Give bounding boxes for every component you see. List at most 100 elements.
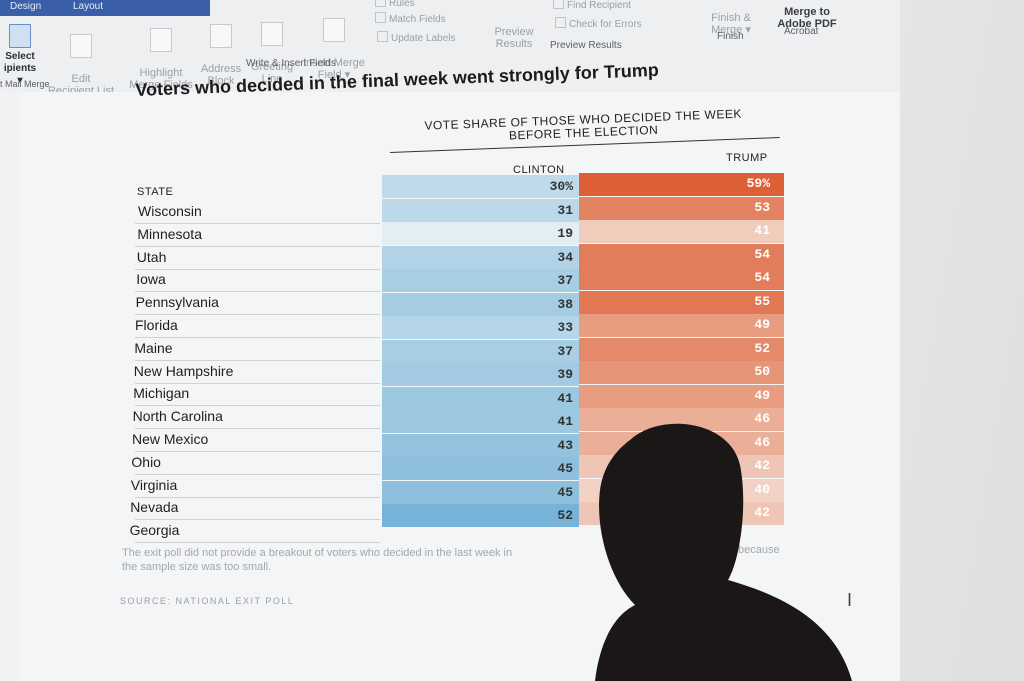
state-label: Florida bbox=[135, 317, 178, 333]
select-recipients-button[interactable]: Select ipients ▾ bbox=[0, 24, 40, 87]
check-for-errors-label: Check for Errors bbox=[569, 19, 642, 30]
match-fields-button[interactable]: Match Fields bbox=[375, 12, 446, 25]
row-divider bbox=[135, 519, 380, 521]
merge-to-adobe-pdf-button[interactable]: Merge to Adobe PDF bbox=[770, 0, 844, 30]
row-divider bbox=[135, 405, 380, 407]
trump-cell: 55 bbox=[579, 290, 784, 314]
update-labels-icon bbox=[377, 31, 388, 42]
find-recipient-icon bbox=[553, 0, 564, 9]
finish-merge-button[interactable]: Finish & Merge ▾ bbox=[702, 0, 760, 36]
state-label: Wisconsin bbox=[138, 203, 202, 219]
trump-value: 50 bbox=[754, 364, 770, 379]
trump-cell: 49 bbox=[579, 314, 784, 337]
state-label: Iowa bbox=[136, 271, 166, 288]
insert-merge-field-icon bbox=[323, 18, 345, 42]
row-divider bbox=[135, 268, 380, 270]
state-label: North Carolina bbox=[132, 408, 223, 425]
greeting-line-icon bbox=[261, 22, 283, 46]
clinton-value: 19 bbox=[557, 226, 573, 241]
rules-icon bbox=[375, 0, 386, 7]
trump-cell: 50 bbox=[579, 361, 784, 384]
highlight-merge-fields-button[interactable]: Highlight Merge Fields bbox=[128, 16, 194, 91]
trump-value: 54 bbox=[754, 270, 770, 285]
row-divider bbox=[135, 451, 380, 452]
ribbon-tab-bar: Design Layout bbox=[0, 0, 210, 16]
footnote: The exit poll did not provide a breakout… bbox=[122, 546, 802, 574]
clinton-cell: 38 bbox=[382, 292, 579, 316]
source-line: SOURCE: NATIONAL EXIT POLL bbox=[120, 596, 295, 606]
tab-design[interactable]: Design bbox=[10, 1, 42, 12]
trump-cell: 54 bbox=[579, 267, 784, 290]
state-label: Maine bbox=[134, 339, 173, 356]
mailings-ribbon: Design Layout Select ipients ▾ Edit Reci… bbox=[0, 0, 900, 97]
trump-cell: 59% bbox=[579, 173, 784, 196]
select-recipients-label: Select bbox=[5, 51, 35, 62]
trump-value: 46 bbox=[754, 434, 770, 450]
check-for-errors-button[interactable]: Check for Errors bbox=[555, 17, 642, 30]
trump-value: 55 bbox=[754, 293, 770, 309]
find-recipient-label: Find Recipient bbox=[567, 0, 631, 11]
clinton-cell: 37 bbox=[382, 339, 579, 363]
clinton-value: 30% bbox=[549, 179, 573, 194]
trump-value: 52 bbox=[754, 340, 770, 356]
update-labels-label: Update Labels bbox=[391, 33, 456, 44]
state-label: Ohio bbox=[131, 453, 161, 470]
address-block-icon bbox=[210, 24, 232, 48]
rules-button[interactable]: Rules bbox=[375, 0, 415, 9]
rules-label: Rules bbox=[389, 0, 415, 9]
clinton-cell: 39 bbox=[382, 363, 579, 386]
clinton-value: 34 bbox=[557, 249, 573, 265]
address-block-label: Address Block bbox=[200, 63, 242, 87]
clinton-cell: 19 bbox=[382, 222, 579, 245]
trump-value: 46 bbox=[754, 411, 770, 426]
trump-cell: 41 bbox=[579, 220, 784, 243]
row-divider bbox=[135, 337, 380, 338]
greeting-line-label: Greeting Line bbox=[250, 61, 294, 85]
clinton-value: 45 bbox=[557, 484, 573, 500]
insert-merge-field-label: Insert Merge Field ▾ bbox=[303, 57, 365, 81]
state-label: Virginia bbox=[130, 476, 178, 493]
clinton-value: 37 bbox=[557, 343, 573, 359]
find-recipient-button[interactable]: Find Recipient bbox=[553, 0, 631, 11]
preview-results-label: Preview Results bbox=[494, 26, 534, 50]
state-label: New Mexico bbox=[132, 431, 209, 447]
address-block-button[interactable]: Address Block bbox=[198, 12, 244, 87]
state-label: Minnesota bbox=[137, 225, 202, 242]
insert-merge-field-button[interactable]: Insert Merge Field ▾ bbox=[298, 6, 370, 81]
row-divider bbox=[135, 291, 380, 293]
finish-merge-label: Finish & Merge ▾ bbox=[711, 12, 751, 36]
row-divider bbox=[135, 496, 380, 498]
row-divider bbox=[135, 359, 380, 361]
trump-value: 40 bbox=[754, 481, 770, 497]
footnote-line-1: The exit poll did not provide a breakout… bbox=[122, 547, 513, 559]
clinton-cell: 45 bbox=[382, 480, 579, 504]
update-labels-button[interactable]: Update Labels bbox=[377, 31, 456, 44]
state-column-header: STATE bbox=[137, 186, 174, 198]
match-fields-label: Match Fields bbox=[389, 14, 446, 25]
preview-results-button[interactable]: Preview Results bbox=[488, 14, 540, 50]
clinton-value: 31 bbox=[557, 202, 573, 218]
clinton-cell: 52 bbox=[382, 504, 579, 527]
clinton-cell: 37 bbox=[382, 269, 579, 292]
edit-recipient-list-button[interactable]: Edit Recipient List bbox=[46, 22, 116, 97]
clinton-value: 43 bbox=[557, 437, 573, 453]
match-fields-icon bbox=[375, 12, 386, 23]
clinton-value: 45 bbox=[557, 461, 573, 476]
trump-value: 53 bbox=[754, 199, 770, 215]
clinton-value: 37 bbox=[557, 273, 573, 288]
row-divider bbox=[135, 223, 380, 224]
row-divider bbox=[135, 382, 380, 384]
edit-list-icon bbox=[70, 34, 92, 58]
recipients-icon bbox=[9, 24, 31, 48]
trump-value: 42 bbox=[754, 505, 770, 520]
tab-layout[interactable]: Layout bbox=[73, 1, 104, 12]
state-label: Pennsylvania bbox=[135, 294, 219, 311]
clinton-value: 41 bbox=[557, 414, 573, 429]
greeting-line-button[interactable]: Greeting Line bbox=[248, 10, 296, 85]
clinton-value: 52 bbox=[557, 508, 573, 523]
text-cursor-icon: I bbox=[847, 590, 853, 610]
state-label: Georgia bbox=[129, 522, 180, 539]
row-divider bbox=[135, 314, 380, 316]
clinton-value: 33 bbox=[557, 320, 573, 335]
